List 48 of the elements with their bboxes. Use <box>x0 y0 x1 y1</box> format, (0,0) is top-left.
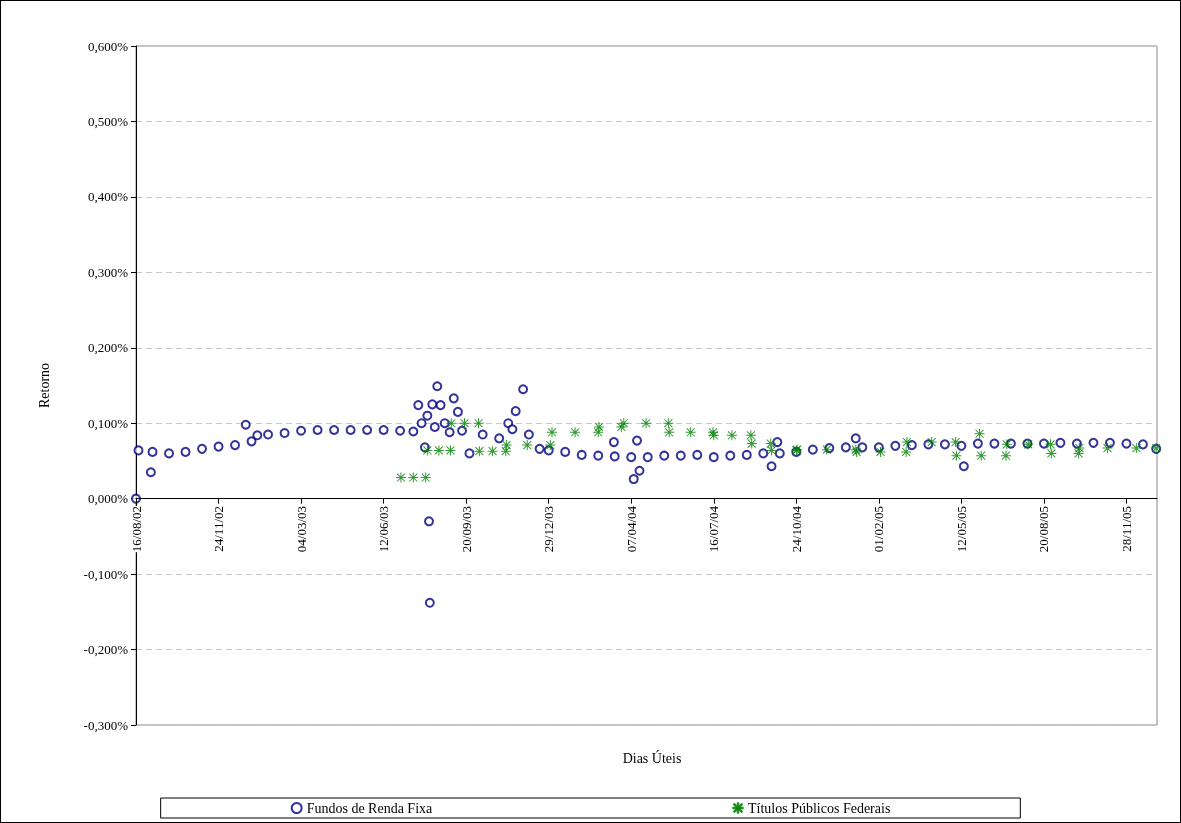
x-tick-label: 28/11/05 <box>1118 506 1134 552</box>
y-tick-label: 0,100% <box>87 415 129 431</box>
point <box>976 450 987 461</box>
point <box>1000 450 1011 461</box>
legend-label: Fundos de Renda Fixa <box>306 800 434 816</box>
point <box>395 472 406 483</box>
point <box>487 446 498 457</box>
point <box>474 446 485 457</box>
x-tick-label: 29/12/03 <box>541 506 557 553</box>
point <box>1131 443 1142 454</box>
point <box>522 440 533 451</box>
x-tick-label: 16/08/02 <box>128 506 144 553</box>
point <box>459 418 470 429</box>
y-tick-label: 0,500% <box>87 113 129 129</box>
point <box>875 446 886 457</box>
y-tick-label: 0,400% <box>87 189 129 205</box>
point <box>473 418 484 429</box>
point <box>974 428 985 439</box>
y-tick-label: 0,600% <box>87 38 129 54</box>
y-tick-label: 0,200% <box>87 340 129 356</box>
y-tick-label: -0,100% <box>83 566 129 582</box>
x-tick-label: 20/09/03 <box>458 506 474 553</box>
x-tick-label: 04/03/03 <box>293 506 309 553</box>
x-tick-label: 16/07/04 <box>706 505 722 553</box>
point <box>726 430 737 441</box>
x-tick-label: 12/05/05 <box>953 506 969 553</box>
legend-label: Títulos Públicos Federais <box>748 800 891 816</box>
point <box>433 445 444 456</box>
point <box>663 418 674 429</box>
x-axis-title: Dias Úteis <box>622 749 682 766</box>
y-tick-label: -0,200% <box>83 642 129 658</box>
x-tick-label: 01/02/05 <box>871 506 887 553</box>
x-tick-label: 07/04/04 <box>623 505 639 553</box>
point <box>570 427 581 438</box>
point <box>1001 439 1012 450</box>
x-tick-label: 24/11/02 <box>211 506 227 552</box>
point <box>745 430 756 441</box>
y-tick-label: -0,300% <box>83 717 129 733</box>
point <box>685 427 696 438</box>
x-tick-label: 24/10/04 <box>788 505 804 553</box>
point <box>746 438 757 449</box>
point <box>664 427 675 438</box>
y-tick-label: 0,300% <box>87 264 129 280</box>
point <box>501 440 512 451</box>
x-tick-label: 20/08/05 <box>1036 506 1052 553</box>
x-tick-label: 12/06/03 <box>376 506 392 553</box>
y-tick-label: 0,000% <box>87 491 129 507</box>
y-axis-title: Retorno <box>36 362 52 409</box>
